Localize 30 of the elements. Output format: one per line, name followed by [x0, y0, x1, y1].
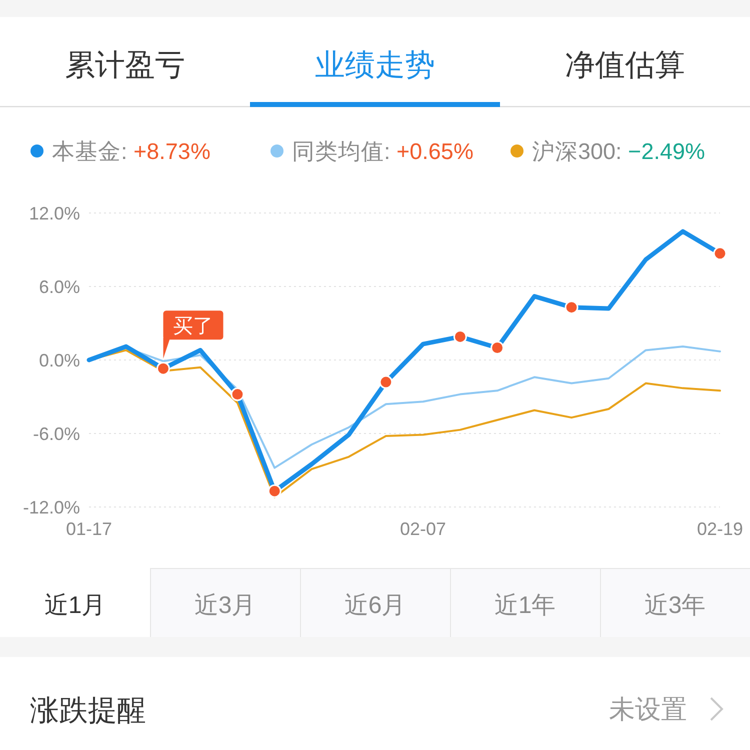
text: 近1年 [494, 592, 556, 619]
text: 未设置 [609, 694, 687, 724]
legend-label: 同类均值: +0.65% [292, 139, 474, 164]
y-tick-label: 6.0% [38, 277, 80, 297]
point [230, 388, 244, 402]
point [564, 300, 578, 314]
point [713, 246, 727, 260]
x-tick-label: 02-07 [400, 519, 446, 539]
x-tick-label: 02-19 [696, 519, 744, 539]
annotation: 买了 [173, 316, 214, 338]
point [268, 484, 282, 498]
text: 近1月 [44, 592, 106, 619]
y-tick-label: -12.0% [22, 498, 80, 518]
text: 累计盈亏 [65, 49, 185, 82]
y-tick-label: 12.0% [28, 204, 80, 224]
y-tick-label: 0.0% [38, 350, 80, 370]
point [490, 341, 504, 354]
x-tick-label: 01-17 [66, 519, 112, 539]
point [156, 362, 170, 376]
y-tick-label: -6.0% [32, 424, 80, 444]
text: 业绩走势 [315, 49, 435, 82]
point [453, 330, 467, 344]
legend-label: 沪深300: −2.49% [532, 139, 705, 164]
legend-label: 本基金: +8.73% [52, 139, 210, 164]
text: 净值估算 [565, 49, 685, 82]
text: 近6月 [344, 592, 406, 619]
text: 近3年 [644, 592, 706, 619]
text: 涨跌提醒 [30, 695, 146, 727]
text: 近3月 [194, 592, 256, 619]
point [379, 375, 393, 389]
